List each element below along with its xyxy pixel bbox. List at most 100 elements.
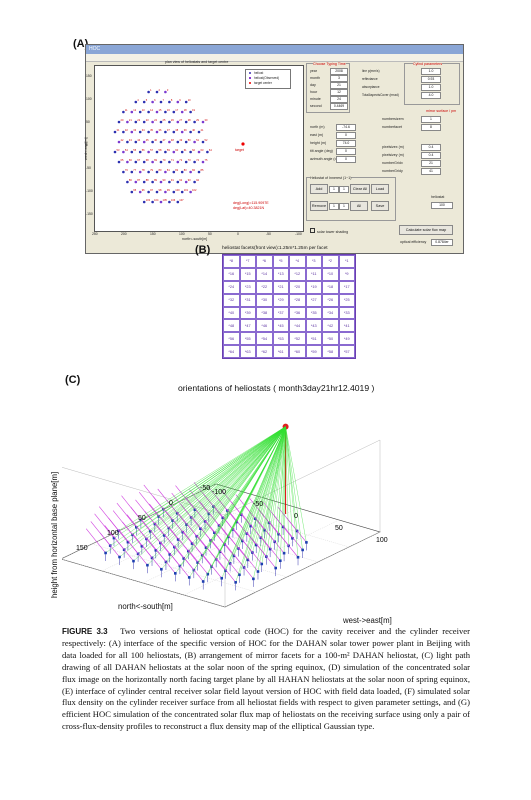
- heliostat-point: [164, 150, 167, 154]
- from-field[interactable]: 1: [329, 186, 339, 193]
- facet-cell: *15: [239, 267, 256, 281]
- heliostat-point: [130, 150, 134, 154]
- grid-field[interactable]: 0.4: [421, 144, 441, 151]
- clear-all-button[interactable]: Clear All: [350, 184, 370, 194]
- incident-ray: [228, 535, 249, 561]
- add-button[interactable]: Add: [310, 184, 328, 194]
- heliostat-mirror: [204, 546, 208, 549]
- incident-ray: [113, 536, 134, 562]
- cylind-field[interactable]: 0.93: [421, 76, 441, 83]
- heliostat-number: 55: [133, 148, 136, 152]
- position-field-label: height (m): [310, 141, 327, 145]
- reflected-ray: [229, 426, 286, 564]
- incident-ray: [256, 543, 276, 569]
- plan-ytick: 0: [86, 143, 88, 147]
- time-field-hour[interactable]: 12: [330, 89, 348, 96]
- facet-cell: *26: [322, 293, 339, 307]
- position-field-label: east (m): [310, 133, 324, 137]
- heliostat-number: 76: [125, 168, 128, 172]
- grid-field[interactable]: 21: [421, 160, 441, 167]
- heliostat-point: [193, 140, 196, 144]
- heliostat-point: [159, 120, 163, 124]
- time-field-month[interactable]: 3: [330, 75, 348, 82]
- incident-ray: [155, 548, 176, 574]
- plot-legend: heliost heliost(Observed) target center: [245, 69, 291, 89]
- remove-from-field[interactable]: 1: [329, 203, 339, 210]
- heliostat-number: 103: [146, 198, 151, 202]
- time-field-label: year: [310, 69, 317, 73]
- we-tick-label: -50: [253, 501, 263, 508]
- figure-number: FIGURE 3.3: [62, 627, 108, 636]
- reflected-ray: [253, 426, 286, 579]
- cylind-field-label: absorptance: [362, 85, 380, 89]
- heliostat-count-field[interactable]: 100: [431, 202, 453, 209]
- calculate-flux-button[interactable]: Calculate solar flux map: [399, 225, 453, 235]
- save-button[interactable]: Save: [371, 201, 389, 211]
- heliostat-mirror: [193, 508, 197, 512]
- heliostat-mirror: [187, 576, 191, 579]
- cylind-field[interactable]: 1.0: [421, 68, 441, 75]
- cylind-field[interactable]: 1.0: [421, 84, 441, 91]
- time-field-second[interactable]: 0.4469: [330, 103, 348, 110]
- heliostat-number: 104: [154, 198, 159, 202]
- facet-cell: *6: [256, 255, 273, 268]
- heliostat-number: 17: [175, 108, 178, 112]
- time-field-year[interactable]: 2008: [330, 68, 348, 75]
- position-field[interactable]: -74.6: [336, 124, 356, 131]
- remove-button[interactable]: Remove: [310, 201, 328, 211]
- heliostat-number: 91: [171, 178, 174, 182]
- all-button[interactable]: All: [350, 201, 368, 211]
- remove-to-field[interactable]: 1: [339, 203, 349, 210]
- facet-cell: *60: [289, 345, 306, 358]
- mirror-field[interactable]: 8: [421, 124, 441, 131]
- mirror-field-label: numbersizem: [382, 117, 404, 121]
- facet-cell: *44: [289, 319, 306, 333]
- reflected-ray: [285, 426, 293, 539]
- heliostat-mirror: [213, 531, 216, 535]
- heliostat-point: [201, 140, 205, 144]
- plan-xtick: 50: [208, 232, 212, 236]
- load-button[interactable]: Load: [371, 184, 389, 194]
- incident-ray: [278, 532, 299, 558]
- heliostat-mirror: [224, 569, 227, 572]
- grid-field[interactable]: 0.4: [421, 152, 441, 159]
- grid-field-label: pixelsizex (m): [382, 145, 404, 149]
- position-field[interactable]: 0: [336, 132, 356, 139]
- grid-field[interactable]: 41: [421, 168, 441, 175]
- heliostat-number: 97: [150, 188, 153, 192]
- position-field[interactable]: 0: [336, 156, 356, 163]
- facet-cell: *21: [272, 280, 289, 294]
- checkbox-icon[interactable]: [310, 228, 315, 233]
- heliostat-number: 12: [133, 108, 136, 112]
- incident-ray: [238, 547, 259, 572]
- heliostat-number: 86: [129, 178, 132, 182]
- incident-ray: [127, 540, 148, 566]
- heliostat-number: 95: [133, 188, 136, 192]
- position-field[interactable]: 0: [336, 148, 356, 155]
- facet-cell: *32: [223, 293, 240, 307]
- position-field[interactable]: 74.0: [336, 140, 356, 147]
- time-field-label: month: [310, 76, 320, 80]
- shading-checkbox-label[interactable]: solar tower shading: [310, 228, 348, 234]
- optical-efficiency-value: 0.8784er: [431, 239, 453, 246]
- reflected-ray: [283, 426, 286, 554]
- mirror-field[interactable]: 1: [421, 116, 441, 123]
- cylind-field[interactable]: 4.0: [421, 92, 441, 99]
- reflected-ray: [146, 426, 286, 540]
- cylind-field-label: TotalAspectsCover (mrad): [362, 93, 399, 97]
- reflected-ray: [280, 426, 286, 561]
- heliostat-point: [180, 170, 184, 174]
- incident-ray: [217, 497, 237, 523]
- heliostat-point: [130, 190, 134, 194]
- heliostat-point: [159, 160, 163, 164]
- heliostat-mirror: [249, 524, 252, 528]
- plot-title: plan view of heliostats and target centr…: [165, 60, 229, 64]
- facet-cell: *58: [322, 345, 339, 358]
- heliostat-point: [189, 190, 192, 194]
- facet-cell: *47: [239, 319, 256, 333]
- to-field[interactable]: 1: [339, 186, 349, 193]
- heliostat-number: 53: [117, 148, 120, 152]
- heliostat-point: [168, 200, 171, 204]
- time-field-minute[interactable]: 24: [330, 96, 348, 103]
- time-field-day[interactable]: 21: [330, 82, 348, 89]
